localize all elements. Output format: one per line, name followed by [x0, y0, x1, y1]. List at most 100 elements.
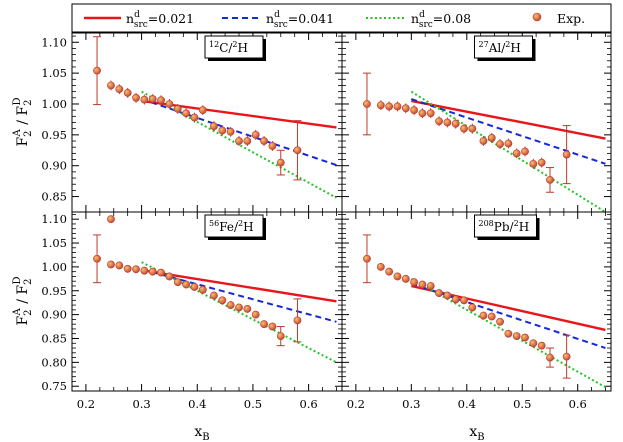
legend-label-s2: nd src=0.041 [266, 10, 334, 30]
data-point [148, 95, 157, 103]
data-point [435, 289, 443, 298]
data-point [521, 333, 529, 342]
data-point [260, 320, 268, 329]
x-tick-label: 0.3 [132, 397, 150, 411]
y-tick-label: 1.05 [41, 236, 67, 250]
exp-points [362, 234, 571, 379]
data-point [393, 102, 402, 111]
data-point [165, 100, 174, 108]
legend-frame [71, 3, 612, 33]
data-point [537, 158, 546, 167]
data-point [173, 278, 182, 287]
data-point [218, 126, 227, 135]
data-point [115, 261, 124, 270]
data-point [546, 176, 554, 184]
data-point [123, 88, 132, 97]
data-point [123, 264, 132, 273]
data-point [496, 140, 504, 149]
data-point [512, 332, 521, 341]
y-tick-label: 1.10 [41, 35, 67, 49]
data-point [251, 130, 260, 139]
data-point [260, 137, 268, 145]
data-point [426, 282, 435, 290]
data-point [385, 102, 394, 111]
data-point [276, 332, 285, 341]
data-point [235, 303, 243, 312]
data-point [93, 254, 101, 263]
panel-frame [71, 211, 343, 392]
exp-points [93, 36, 302, 181]
data-point [451, 119, 460, 128]
data-point [107, 81, 115, 90]
data-point [376, 262, 385, 271]
y-tick-label: 0.80 [41, 355, 67, 369]
data-point [210, 291, 218, 300]
data-point [226, 127, 235, 136]
series-line-s3 [141, 261, 337, 364]
data-point [401, 104, 410, 113]
data-point [460, 124, 468, 133]
data-point [468, 124, 477, 133]
data-point [293, 146, 302, 155]
data-point [107, 260, 115, 269]
series-line-s3 [410, 90, 606, 212]
data-point [93, 66, 101, 75]
data-point [393, 272, 402, 281]
ylabel-bottom-text: F2A / F2D [12, 276, 34, 325]
data-point [363, 254, 371, 263]
data-point [504, 329, 513, 338]
data-point [293, 316, 302, 325]
ylabel-bottom: F2A / F2D [12, 276, 34, 325]
series-line-s1 [411, 99, 606, 140]
legend-marker-exp [532, 12, 542, 22]
data-point [210, 122, 218, 131]
y-tick-label: 0.85 [41, 190, 67, 204]
data-point [496, 317, 504, 326]
data-point [512, 149, 521, 158]
panel-label: 56Fe/2H [209, 219, 254, 234]
panels: 0.85 0.90 0.95 1.00 1.05 1.10 12C/2H 27Al/2H 0.2… [41, 32, 612, 411]
data-point [190, 283, 199, 291]
data-point [251, 310, 260, 319]
data-point [410, 278, 419, 287]
data-point [435, 117, 443, 126]
legend-label-s1: nd src=0.021 [126, 10, 194, 30]
data-point [157, 268, 165, 277]
panel-frame [341, 211, 612, 392]
y-tick-label: 1.05 [41, 66, 67, 80]
legend-label-s3: nd src=0.08 [411, 10, 471, 30]
data-point [235, 137, 243, 145]
data-point [198, 285, 207, 294]
data-point [376, 101, 385, 110]
data-point [479, 311, 488, 320]
x-tick-label: 0.4 [458, 397, 476, 411]
x-tick-label: 0.5 [513, 397, 531, 411]
data-point [268, 142, 277, 150]
data-point [426, 109, 435, 118]
data-point [132, 93, 140, 102]
data-point [487, 312, 496, 321]
y-tick-label: 0.95 [41, 128, 67, 142]
panel-C: 0.85 0.90 0.95 1.00 1.05 1.10 12C/2H [41, 32, 343, 213]
x-tick-label: 0.4 [188, 397, 206, 411]
legend: nd src=0.021 nd src=0.041 nd src=0.08 Exp. [71, 3, 612, 33]
y-tick-label: 0.90 [41, 308, 67, 322]
y-tick-label: 0.75 [41, 379, 67, 393]
series-line-s3 [410, 277, 606, 389]
data-point [182, 109, 191, 118]
series-line-s2 [141, 98, 337, 167]
data-point [529, 159, 538, 168]
data-point [521, 147, 529, 156]
data-point [410, 106, 419, 115]
y-tick-label: 0.85 [41, 331, 67, 345]
data-point [504, 139, 513, 148]
panel-Al: 27Al/2H [341, 32, 612, 213]
data-point [276, 158, 285, 167]
y-tick-label: 0.90 [41, 159, 67, 173]
panel-label-box [474, 214, 537, 238]
data-point [182, 280, 191, 289]
data-point [140, 95, 149, 104]
panel-label: 27Al/2H [479, 40, 521, 55]
series-line-s2 [411, 98, 606, 165]
data-point [173, 105, 182, 113]
